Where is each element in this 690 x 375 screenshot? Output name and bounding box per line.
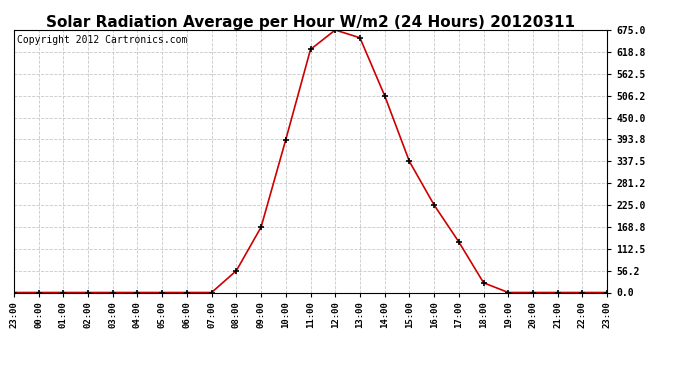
Text: Solar Radiation Average per Hour W/m2 (24 Hours) 20120311: Solar Radiation Average per Hour W/m2 (2…: [46, 15, 575, 30]
Text: Copyright 2012 Cartronics.com: Copyright 2012 Cartronics.com: [17, 35, 187, 45]
